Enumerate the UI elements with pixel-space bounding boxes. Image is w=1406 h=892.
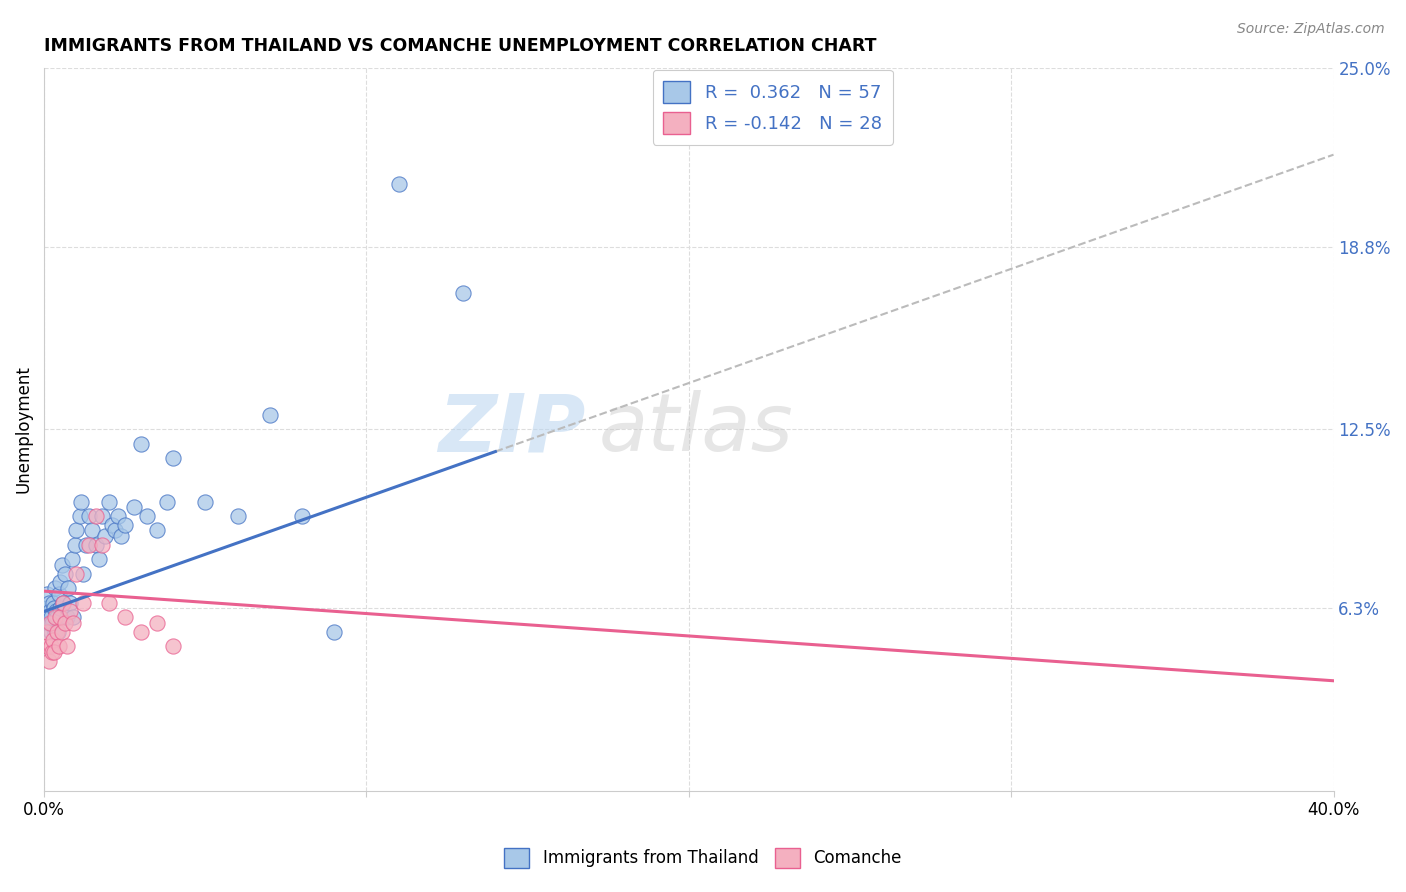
Point — [59, 604, 82, 618]
Point — [51, 558, 73, 573]
Point — [60, 552, 83, 566]
Point — [97, 596, 120, 610]
Point — [114, 610, 136, 624]
Point — [48, 639, 70, 653]
Point — [49, 610, 72, 624]
Point — [39, 639, 62, 653]
Text: Source: ZipAtlas.com: Source: ZipAtlas.com — [1237, 22, 1385, 37]
Point — [65, 524, 87, 538]
Point — [129, 624, 152, 639]
Point — [63, 538, 86, 552]
Point — [65, 566, 87, 581]
Point — [91, 538, 114, 552]
Point — [84, 538, 107, 552]
Point — [124, 500, 146, 515]
Point — [91, 508, 114, 523]
Point — [38, 654, 60, 668]
Point — [39, 604, 62, 618]
Point — [49, 575, 72, 590]
Point — [37, 601, 59, 615]
Point — [53, 615, 76, 630]
Point — [146, 524, 169, 538]
Point — [77, 538, 100, 552]
Point — [44, 624, 66, 639]
Point — [69, 508, 91, 523]
Point — [37, 624, 59, 639]
Point — [259, 408, 281, 422]
Point — [48, 587, 70, 601]
Text: atlas: atlas — [599, 391, 793, 468]
Point — [39, 615, 62, 630]
Point — [162, 639, 184, 653]
Text: IMMIGRANTS FROM THAILAND VS COMANCHE UNEMPLOYMENT CORRELATION CHART: IMMIGRANTS FROM THAILAND VS COMANCHE UNE… — [44, 37, 876, 55]
Point — [44, 581, 66, 595]
Point — [114, 517, 136, 532]
Point — [62, 615, 84, 630]
Point — [46, 624, 69, 639]
Point — [52, 596, 75, 610]
Point — [46, 624, 69, 639]
Point — [75, 538, 97, 552]
Point — [194, 494, 217, 508]
Point — [37, 615, 59, 630]
Point — [53, 566, 76, 581]
Point — [72, 566, 94, 581]
Point — [35, 639, 58, 653]
Point — [146, 615, 169, 630]
Point — [129, 436, 152, 450]
Point — [291, 508, 314, 523]
Point — [94, 529, 117, 543]
Point — [59, 596, 82, 610]
Point — [72, 596, 94, 610]
Point — [51, 624, 73, 639]
Point — [46, 610, 69, 624]
Point — [39, 610, 62, 624]
Point — [42, 596, 65, 610]
Point — [107, 508, 129, 523]
Point — [55, 610, 77, 624]
Point — [39, 624, 62, 639]
Point — [82, 524, 104, 538]
Point — [55, 639, 77, 653]
Point — [42, 601, 65, 615]
Point — [62, 610, 84, 624]
Point — [42, 633, 65, 648]
Point — [101, 517, 124, 532]
Text: ZIP: ZIP — [439, 391, 586, 468]
Point — [84, 508, 107, 523]
Legend: R =  0.362   N = 57, R = -0.142   N = 28: R = 0.362 N = 57, R = -0.142 N = 28 — [652, 70, 893, 145]
Point — [87, 552, 110, 566]
Point — [42, 645, 65, 659]
Point — [52, 596, 75, 610]
Point — [155, 494, 177, 508]
Point — [44, 610, 66, 624]
Point — [41, 615, 63, 630]
Point — [388, 177, 411, 191]
Point — [451, 286, 474, 301]
Point — [77, 508, 100, 523]
Point — [41, 645, 63, 659]
Point — [38, 596, 60, 610]
Point — [110, 529, 132, 543]
Point — [104, 524, 127, 538]
Point — [162, 451, 184, 466]
Y-axis label: Unemployment: Unemployment — [15, 366, 32, 493]
Legend: Immigrants from Thailand, Comanche: Immigrants from Thailand, Comanche — [498, 841, 908, 875]
Point — [48, 601, 70, 615]
Point — [58, 581, 80, 595]
Point — [136, 508, 159, 523]
Point — [226, 508, 249, 523]
Point — [45, 604, 67, 618]
Point — [97, 494, 120, 508]
Point — [35, 587, 58, 601]
Point — [323, 624, 346, 639]
Point — [70, 494, 93, 508]
